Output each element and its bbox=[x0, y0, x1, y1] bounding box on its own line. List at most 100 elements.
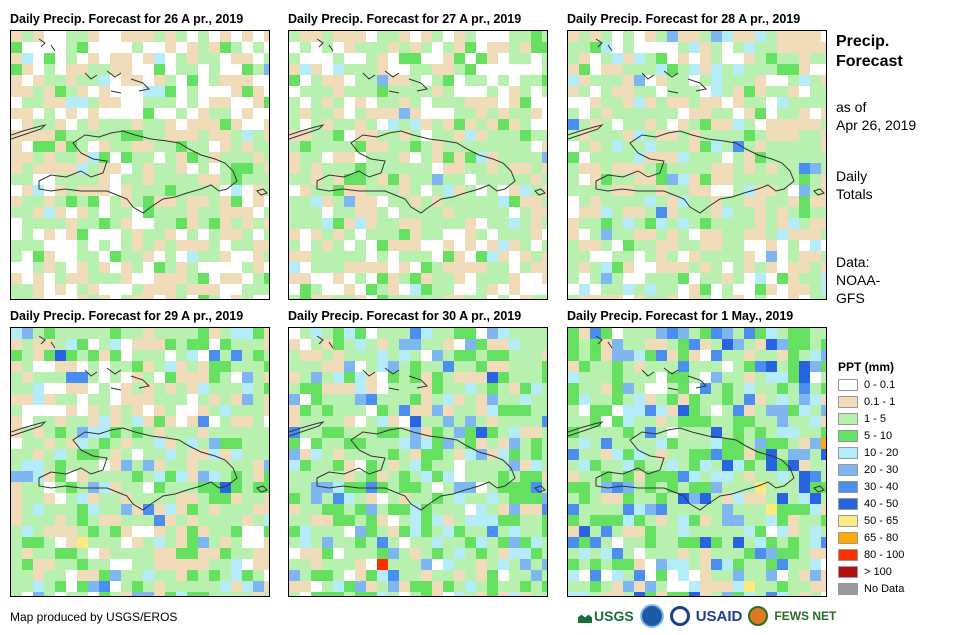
precip-cell bbox=[311, 537, 322, 548]
precip-cell bbox=[465, 559, 476, 570]
precip-cell bbox=[689, 559, 700, 570]
precip-cell bbox=[209, 427, 220, 438]
precip-cell bbox=[99, 537, 110, 548]
precip-cell bbox=[399, 559, 410, 570]
precip-cell bbox=[333, 218, 344, 229]
precip-cell bbox=[77, 163, 88, 174]
as-of-date: Apr 26, 2019 bbox=[836, 117, 917, 133]
precip-cell bbox=[667, 559, 678, 570]
precip-cell bbox=[755, 64, 766, 75]
precip-cell bbox=[678, 383, 689, 394]
precip-cell bbox=[121, 394, 132, 405]
precip-cell bbox=[590, 537, 601, 548]
precip-cell bbox=[590, 185, 601, 196]
precip-cell bbox=[311, 570, 322, 581]
precip-cell bbox=[311, 108, 322, 119]
precip-cell bbox=[432, 570, 443, 581]
precip-cell bbox=[165, 218, 176, 229]
precip-cell bbox=[22, 537, 33, 548]
precip-cell bbox=[264, 493, 269, 504]
precip-cell bbox=[355, 449, 366, 460]
precip-cell bbox=[678, 460, 689, 471]
precip-cell bbox=[443, 504, 454, 515]
precip-cell bbox=[711, 64, 722, 75]
precip-cell bbox=[777, 372, 788, 383]
precip-cell bbox=[590, 207, 601, 218]
precip-cell bbox=[264, 53, 269, 64]
precip-cell bbox=[568, 504, 579, 515]
precip-cell bbox=[623, 383, 634, 394]
precip-cell bbox=[465, 581, 476, 592]
precip-cell bbox=[590, 75, 601, 86]
precip-cell bbox=[799, 119, 810, 130]
precip-cell bbox=[612, 273, 623, 284]
precip-cell bbox=[612, 295, 623, 299]
precip-cell bbox=[344, 31, 355, 42]
precip-cell bbox=[810, 229, 821, 240]
precip-cell bbox=[777, 86, 788, 97]
precip-cell bbox=[209, 383, 220, 394]
precip-cell bbox=[55, 559, 66, 570]
precip-cell bbox=[465, 295, 476, 299]
precip-cell bbox=[22, 152, 33, 163]
precip-cell bbox=[231, 53, 242, 64]
precip-cell bbox=[377, 207, 388, 218]
precip-cell bbox=[711, 449, 722, 460]
precip-cell bbox=[322, 383, 333, 394]
precip-cell bbox=[355, 42, 366, 53]
precip-cell bbox=[198, 526, 209, 537]
precip-cell bbox=[176, 218, 187, 229]
precip-cell bbox=[788, 383, 799, 394]
precip-cell bbox=[11, 339, 22, 350]
precip-cell bbox=[132, 361, 143, 372]
precip-cell bbox=[711, 141, 722, 152]
precip-cell bbox=[766, 350, 777, 361]
precip-cell bbox=[231, 581, 242, 592]
precip-cell bbox=[520, 174, 531, 185]
precip-cell bbox=[722, 592, 733, 596]
precip-cell bbox=[143, 339, 154, 350]
precip-cell bbox=[33, 273, 44, 284]
precip-cell bbox=[700, 482, 711, 493]
precip-cell bbox=[634, 229, 645, 240]
precip-cell bbox=[264, 526, 269, 537]
precip-cell bbox=[154, 570, 165, 581]
precip-cell bbox=[165, 592, 176, 596]
precip-cell bbox=[289, 229, 300, 240]
precip-cell bbox=[487, 350, 498, 361]
precip-cell bbox=[388, 405, 399, 416]
precip-cell bbox=[678, 262, 689, 273]
precip-cell bbox=[209, 152, 220, 163]
precip-cell bbox=[744, 251, 755, 262]
precip-cell bbox=[454, 383, 465, 394]
precip-cell bbox=[667, 372, 678, 383]
precip-cell bbox=[601, 130, 612, 141]
precip-cell bbox=[788, 130, 799, 141]
precip-cell bbox=[700, 42, 711, 53]
precip-cell bbox=[377, 174, 388, 185]
precip-cell bbox=[231, 559, 242, 570]
precip-cell bbox=[531, 416, 542, 427]
precip-cell bbox=[410, 284, 421, 295]
precip-cell bbox=[788, 350, 799, 361]
precip-cell bbox=[432, 207, 443, 218]
precip-cell bbox=[322, 570, 333, 581]
precip-cell bbox=[601, 438, 612, 449]
precip-cell bbox=[432, 339, 443, 350]
precip-cell bbox=[733, 196, 744, 207]
precip-cell bbox=[55, 526, 66, 537]
precip-cell bbox=[645, 273, 656, 284]
precip-cell bbox=[531, 328, 542, 339]
precip-cell bbox=[132, 482, 143, 493]
precip-cell bbox=[110, 449, 121, 460]
precip-cell bbox=[311, 196, 322, 207]
precip-cell bbox=[645, 416, 656, 427]
precip-cell bbox=[487, 218, 498, 229]
precip-cell bbox=[344, 339, 355, 350]
precip-cell bbox=[700, 64, 711, 75]
precip-cell bbox=[289, 152, 300, 163]
precip-cell bbox=[689, 152, 700, 163]
precip-cell bbox=[322, 42, 333, 53]
precip-cell bbox=[132, 196, 143, 207]
precip-cell bbox=[187, 548, 198, 559]
